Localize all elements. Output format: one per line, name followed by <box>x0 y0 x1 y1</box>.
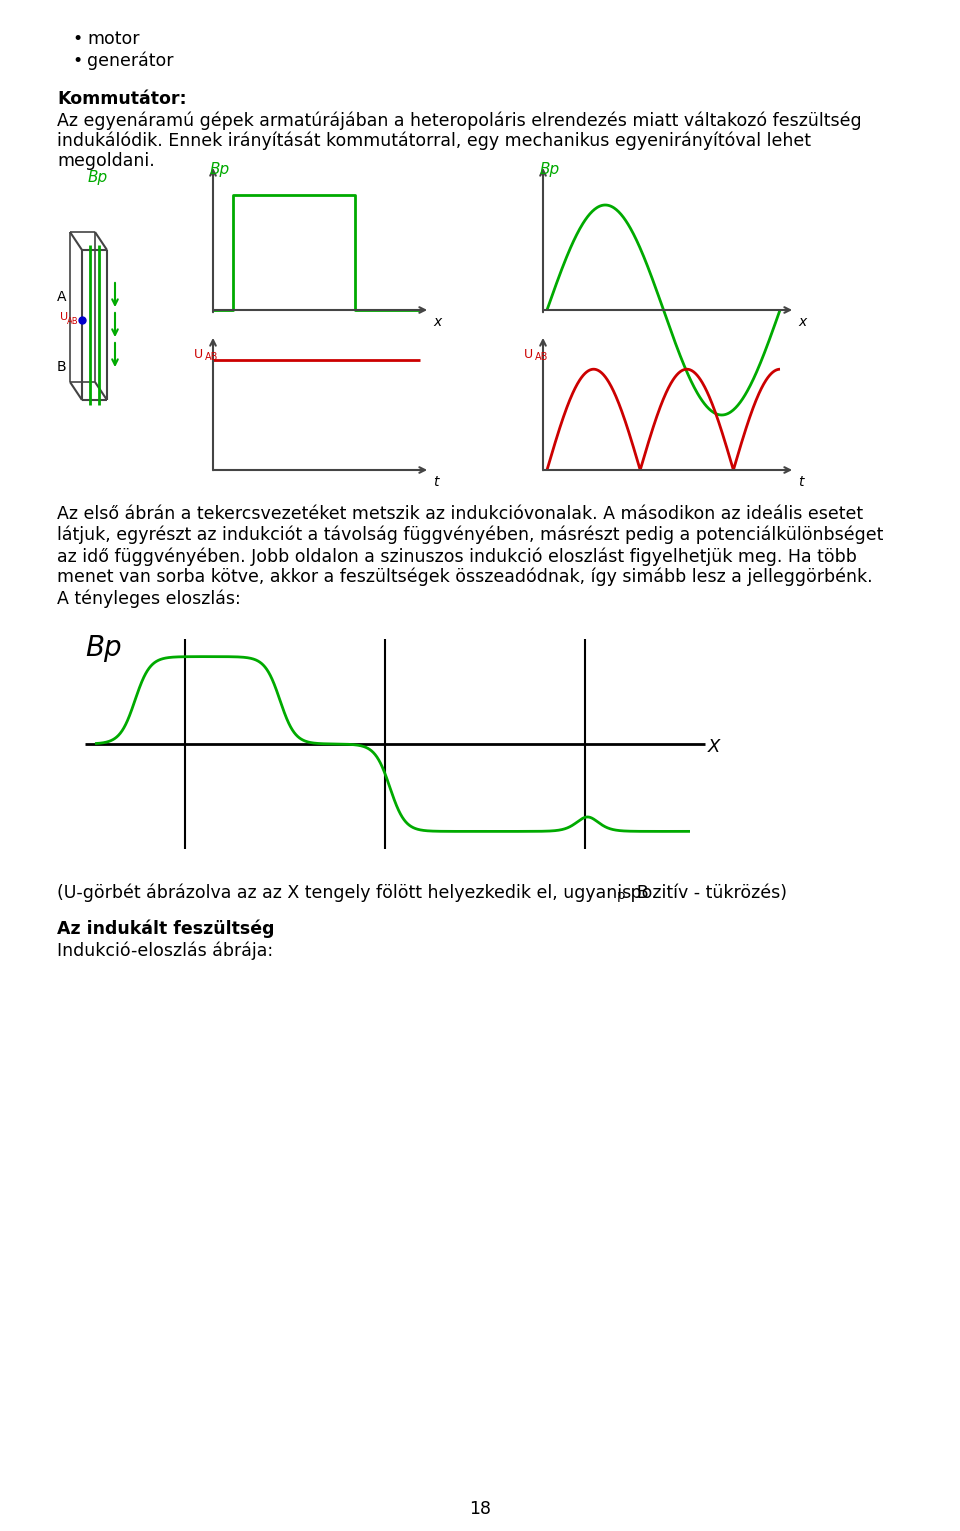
Text: A tényleges eloszlás:: A tényleges eloszlás: <box>57 589 241 608</box>
Text: 18: 18 <box>469 1500 491 1519</box>
Text: menet van sorba kötve, akkor a feszültségek összeadódnak, így simább lesz a jell: menet van sorba kötve, akkor a feszültsé… <box>57 568 873 586</box>
Text: X: X <box>708 738 720 756</box>
Text: Az egyenáramú gépek armatúrájában a heteropoláris elrendezés miatt váltakozó fes: Az egyenáramú gépek armatúrájában a hete… <box>57 112 862 130</box>
Text: B: B <box>57 360 66 374</box>
Text: •: • <box>72 31 83 47</box>
Text: pozitív - tükrözés): pozitív - tükrözés) <box>625 883 787 902</box>
Text: t: t <box>798 475 804 488</box>
Text: Bp: Bp <box>210 162 230 178</box>
Text: AB: AB <box>205 352 218 361</box>
Text: Bp: Bp <box>88 170 108 185</box>
Text: AB: AB <box>535 352 548 361</box>
Text: motor: motor <box>87 31 139 47</box>
Text: U: U <box>60 312 68 322</box>
Text: U: U <box>194 348 203 361</box>
Text: t: t <box>433 475 439 488</box>
Text: •: • <box>72 52 83 70</box>
Text: Az indukált feszültség: Az indukált feszültség <box>57 919 275 937</box>
Text: (U-görbét ábrázolva az az X tengely fölött helyezkedik el, ugyanis B: (U-görbét ábrázolva az az X tengely fölö… <box>57 883 649 902</box>
Text: generátor: generátor <box>87 52 174 70</box>
Text: x: x <box>798 315 806 329</box>
Text: U: U <box>524 348 533 361</box>
Text: AB: AB <box>67 317 79 326</box>
Text: Indukció-eloszlás ábrája:: Indukció-eloszlás ábrája: <box>57 942 274 960</box>
Text: x: x <box>433 315 442 329</box>
Text: indukálódik. Ennek irányítását kommutátorral, egy mechanikus egyenirányítóval le: indukálódik. Ennek irányítását kommutáto… <box>57 132 811 150</box>
Text: Bp: Bp <box>85 634 122 661</box>
Text: Az első ábrán a tekercsvezetéket metszik az indukcióvonalak. A másodikon az ideá: Az első ábrán a tekercsvezetéket metszik… <box>57 505 863 524</box>
Text: megoldani.: megoldani. <box>57 152 155 170</box>
Text: A: A <box>57 289 66 305</box>
Text: az idő függvényében. Jobb oldalon a szinuszos indukció eloszlást figyelhetjük me: az idő függvényében. Jobb oldalon a szin… <box>57 547 857 565</box>
Text: p: p <box>617 890 626 902</box>
Text: látjuk, egyrészt az indukciót a távolság függvényében, másrészt pedig a potenciá: látjuk, egyrészt az indukciót a távolság… <box>57 527 883 545</box>
Text: Kommutátor:: Kommutátor: <box>57 90 186 109</box>
Text: Bp: Bp <box>540 162 560 178</box>
